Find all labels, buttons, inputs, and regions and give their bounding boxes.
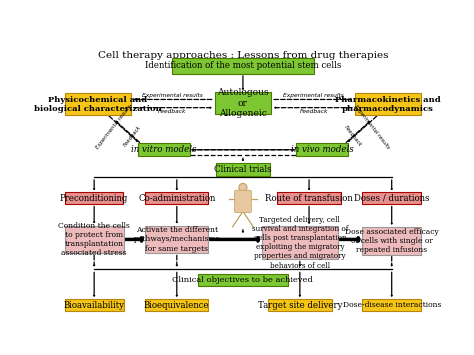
FancyBboxPatch shape xyxy=(215,92,271,114)
Text: in vivo models: in vivo models xyxy=(291,145,353,154)
FancyBboxPatch shape xyxy=(267,299,332,311)
Text: Dose-disease interactions: Dose-disease interactions xyxy=(343,301,441,309)
Text: Route of transfusion: Route of transfusion xyxy=(265,194,353,203)
Text: Target site delivery: Target site delivery xyxy=(257,301,342,310)
Text: Clinical objectives to be achieved: Clinical objectives to be achieved xyxy=(173,277,313,284)
FancyBboxPatch shape xyxy=(296,143,348,156)
FancyBboxPatch shape xyxy=(362,192,421,204)
Text: Feedback: Feedback xyxy=(123,124,143,147)
Text: in vitro models: in vitro models xyxy=(131,145,197,154)
Text: Activate the different
pathways/mechanisms
for same targets: Activate the different pathways/mechanis… xyxy=(134,226,220,253)
Text: Condition the cells
to protect from
transplantation
associated stress: Condition the cells to protect from tran… xyxy=(58,222,130,257)
FancyBboxPatch shape xyxy=(64,93,131,115)
Text: Feedback: Feedback xyxy=(300,109,328,114)
Text: Identification of the most potential stem cells: Identification of the most potential ste… xyxy=(145,61,341,70)
Ellipse shape xyxy=(239,184,247,192)
FancyBboxPatch shape xyxy=(216,163,270,176)
FancyBboxPatch shape xyxy=(355,93,421,115)
Text: Experimental results: Experimental results xyxy=(95,103,132,149)
Text: Feedback: Feedback xyxy=(343,124,363,147)
Text: Feedback: Feedback xyxy=(158,109,187,114)
FancyBboxPatch shape xyxy=(172,58,314,74)
FancyBboxPatch shape xyxy=(277,192,341,204)
FancyBboxPatch shape xyxy=(146,192,208,204)
Text: Targeted delivery, cell
survival and integration of
cells post transplantation
e: Targeted delivery, cell survival and int… xyxy=(252,216,348,270)
FancyBboxPatch shape xyxy=(362,299,421,311)
FancyBboxPatch shape xyxy=(65,192,123,204)
FancyBboxPatch shape xyxy=(235,190,251,213)
FancyBboxPatch shape xyxy=(64,299,124,311)
FancyBboxPatch shape xyxy=(64,226,124,253)
Text: Experimental results: Experimental results xyxy=(354,103,391,149)
Text: Preconditioning: Preconditioning xyxy=(60,194,128,203)
Text: Experimental results: Experimental results xyxy=(142,93,203,98)
Text: Physicochemical and
biological characterization: Physicochemical and biological character… xyxy=(34,95,162,113)
FancyBboxPatch shape xyxy=(198,274,288,286)
Text: Co-administration: Co-administration xyxy=(138,194,216,203)
Text: Doses / durations: Doses / durations xyxy=(354,194,429,203)
FancyBboxPatch shape xyxy=(362,227,421,255)
FancyBboxPatch shape xyxy=(262,226,337,259)
FancyBboxPatch shape xyxy=(146,299,208,311)
Text: Clinical trials: Clinical trials xyxy=(214,165,272,174)
Text: Pharmacokinetics and
pharmacodynamics: Pharmacokinetics and pharmacodynamics xyxy=(335,95,441,113)
FancyBboxPatch shape xyxy=(146,226,208,253)
Text: Cell therapy approaches : Lessons from drug therapies: Cell therapy approaches : Lessons from d… xyxy=(98,51,388,60)
FancyBboxPatch shape xyxy=(138,143,190,156)
Text: Dose associated efficacy
of cells with single or
repeated infusions: Dose associated efficacy of cells with s… xyxy=(345,228,438,254)
Text: Bioequivalence: Bioequivalence xyxy=(144,301,210,310)
Text: Experimental results: Experimental results xyxy=(283,93,344,98)
Text: Autologous
or
Allogeneic: Autologous or Allogeneic xyxy=(217,88,269,118)
Text: Bioavailability: Bioavailability xyxy=(64,301,125,310)
